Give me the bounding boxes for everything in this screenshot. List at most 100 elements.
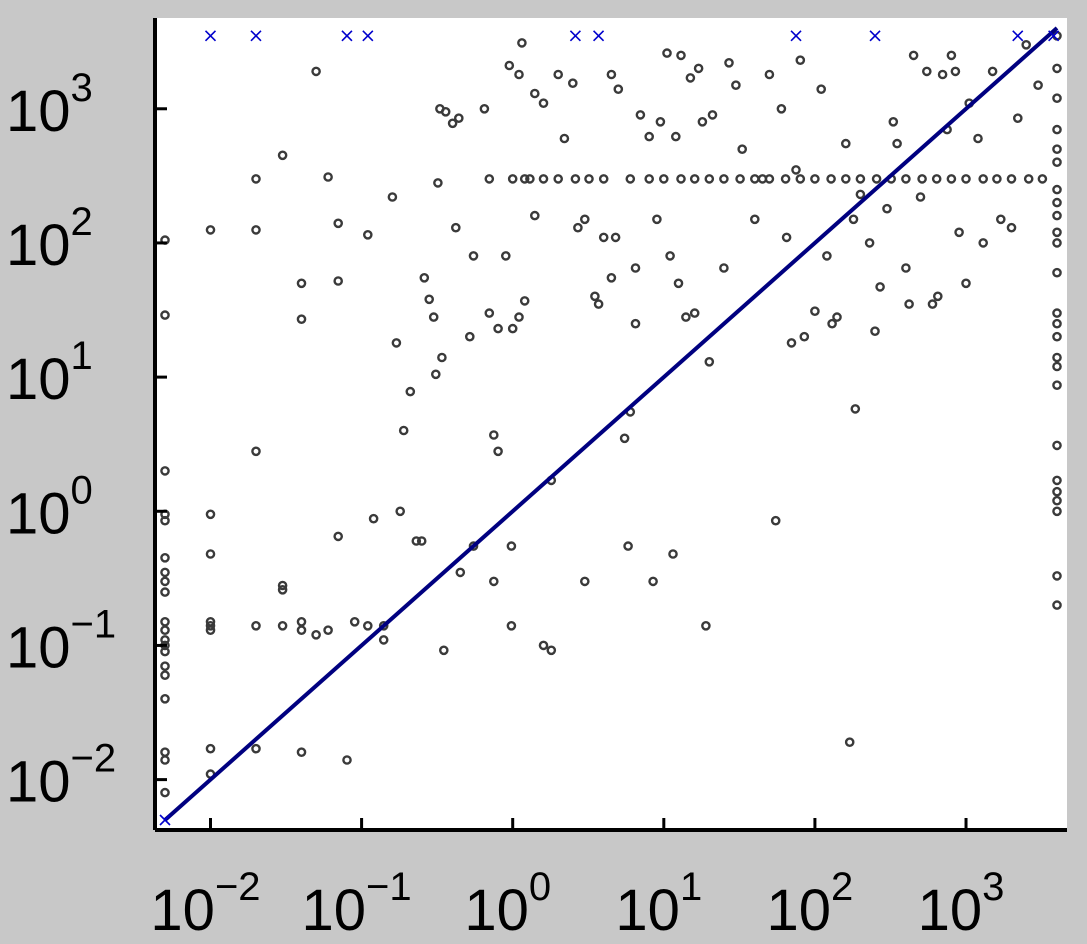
axes-layer: 10−2 10−1 100 101 102 103 10−2 10−1 100 101 102 103 xyxy=(6,18,1067,943)
data-point xyxy=(160,576,170,587)
data-point xyxy=(433,178,443,188)
data-point xyxy=(1023,174,1034,184)
data-point xyxy=(1052,238,1062,248)
data-point xyxy=(927,299,938,309)
data-point xyxy=(1052,197,1062,208)
capped-marker-stroke xyxy=(569,30,581,42)
data-point xyxy=(160,755,170,765)
data-point xyxy=(333,276,344,286)
data-point xyxy=(619,433,630,444)
data-point xyxy=(786,338,797,348)
data-point xyxy=(697,117,708,127)
data-point xyxy=(630,263,641,273)
data-point xyxy=(438,645,449,656)
capped-marker xyxy=(250,30,262,42)
data-point xyxy=(662,48,672,58)
data-point xyxy=(795,174,806,184)
data-point xyxy=(580,576,590,587)
data-point xyxy=(349,617,360,627)
data-point xyxy=(160,466,170,476)
data-point xyxy=(1052,331,1062,342)
data-point xyxy=(978,238,989,248)
data-point xyxy=(484,308,495,318)
data-point xyxy=(277,150,288,161)
data-point xyxy=(978,174,989,184)
data-point xyxy=(519,174,530,184)
data-point xyxy=(917,174,927,184)
data-point xyxy=(950,66,961,77)
data-point xyxy=(593,299,604,309)
capped-marker-stroke xyxy=(869,30,881,42)
data-point xyxy=(428,312,439,322)
data-point xyxy=(673,278,684,289)
data-point xyxy=(1006,174,1017,184)
data-point xyxy=(468,251,479,261)
data-point xyxy=(719,263,729,273)
data-point xyxy=(598,174,609,184)
x-tick-label: 100 xyxy=(464,865,551,939)
data-point xyxy=(405,386,416,397)
data-point xyxy=(455,567,466,578)
data-point xyxy=(1006,222,1017,233)
data-point xyxy=(764,69,775,80)
data-point xyxy=(584,174,594,184)
data-point xyxy=(530,210,540,221)
data-point xyxy=(387,192,398,202)
x-tick-label: 103 xyxy=(918,865,1005,939)
data-point xyxy=(630,318,641,329)
data-point xyxy=(160,567,170,578)
data-point xyxy=(538,640,549,651)
data-point xyxy=(1052,124,1062,135)
capped-marker-stroke xyxy=(362,30,374,42)
data-point xyxy=(506,541,517,551)
data-point xyxy=(888,117,899,127)
data-point xyxy=(160,787,170,798)
data-point xyxy=(538,98,549,108)
data-point xyxy=(251,621,261,631)
data-point xyxy=(635,110,646,120)
data-point xyxy=(671,131,681,142)
data-point xyxy=(681,312,691,322)
data-point xyxy=(362,621,373,631)
data-point xyxy=(737,144,748,154)
data-point xyxy=(251,225,261,235)
data-point xyxy=(1052,63,1062,74)
y-tick-label: 103 xyxy=(6,66,93,144)
data-point xyxy=(1052,440,1062,451)
data-point xyxy=(416,536,427,546)
data-point xyxy=(1052,308,1062,318)
data-point xyxy=(961,174,971,184)
data-point xyxy=(610,232,621,243)
data-point xyxy=(864,238,875,248)
capped-marker-stroke xyxy=(592,30,605,42)
data-point xyxy=(908,50,919,61)
data-point xyxy=(546,645,557,656)
data-point xyxy=(623,541,633,551)
y-tick-label: 10−1 xyxy=(6,602,116,680)
data-point xyxy=(844,737,855,748)
x-tick-label: 102 xyxy=(767,865,854,939)
data-point xyxy=(937,69,948,80)
data-point xyxy=(810,306,820,317)
data-point xyxy=(391,338,402,348)
data-point xyxy=(676,174,686,184)
data-point xyxy=(841,174,851,184)
data-point xyxy=(668,549,678,559)
data-point xyxy=(606,272,617,283)
capped-marker-stroke xyxy=(341,30,353,42)
capped-marker xyxy=(1012,30,1024,42)
data-point xyxy=(915,192,926,202)
data-point xyxy=(704,174,715,184)
data-point xyxy=(251,174,261,184)
data-point xyxy=(277,580,288,591)
data-point xyxy=(362,229,373,240)
data-point xyxy=(450,222,461,233)
data-point xyxy=(904,299,914,309)
data-point xyxy=(613,84,624,94)
data-point xyxy=(160,635,170,645)
data-point xyxy=(973,133,983,144)
data-point xyxy=(205,621,216,631)
data-point xyxy=(701,621,711,631)
capped-marker xyxy=(790,30,802,42)
y-tick-label: 100 xyxy=(6,468,93,546)
